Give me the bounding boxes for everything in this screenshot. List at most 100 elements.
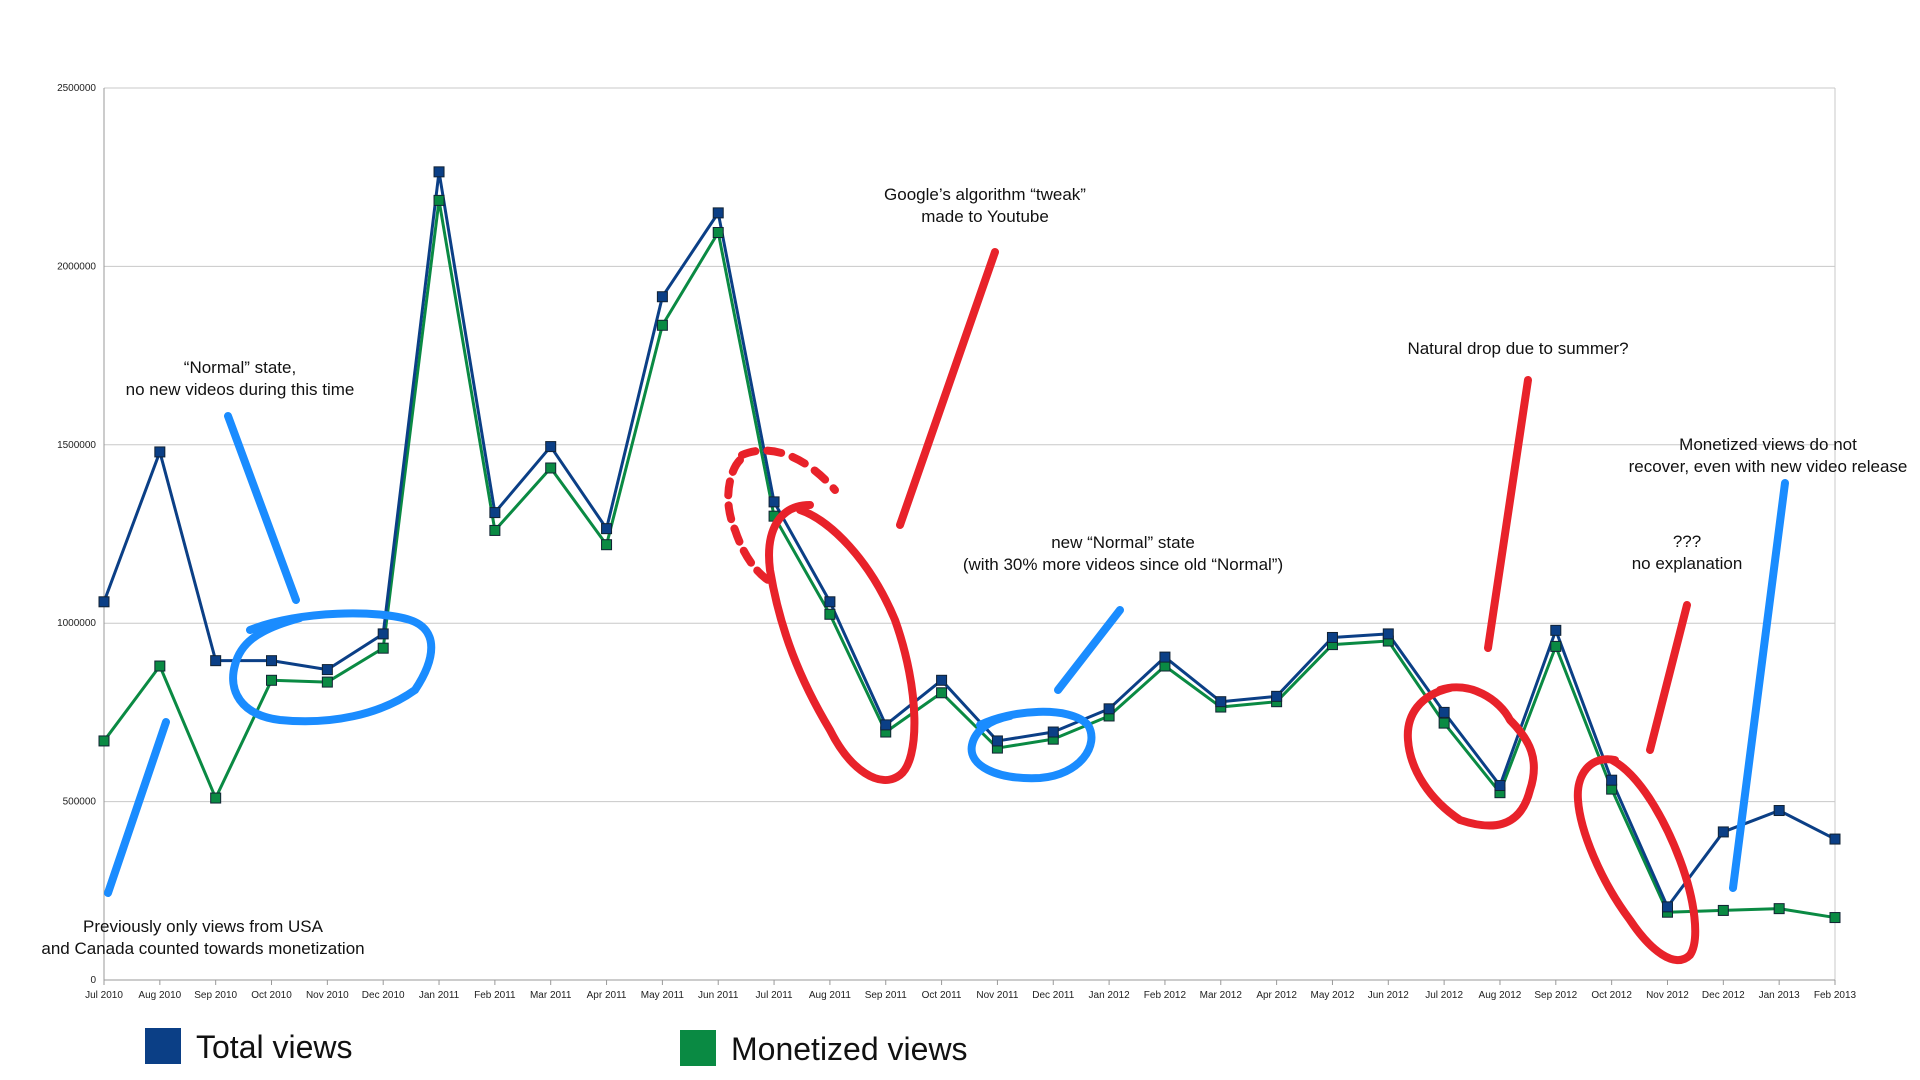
series-layer (98, 166, 1841, 924)
data-point-monetized (1717, 904, 1729, 916)
data-point-total (1717, 826, 1729, 838)
data-point-monetized (489, 524, 501, 536)
x-tick-label: Nov 2011 (976, 990, 1019, 1001)
blue-pointer-normal (224, 412, 300, 604)
annotation-google-tweak: Google’s algorithm “tweak” (884, 185, 1086, 204)
data-point-monetized (936, 687, 948, 699)
data-point-total (489, 507, 501, 519)
x-tick-label: Aug 2012 (1479, 990, 1522, 1001)
x-tick-label: Jul 2010 (85, 990, 123, 1001)
x-tick-label: Jan 2011 (419, 990, 460, 1001)
x-tick-label: Feb 2012 (1144, 990, 1187, 1001)
data-point-total (1661, 901, 1673, 913)
annotations: “Normal” state, no new videos during this… (41, 185, 1907, 958)
annotation-new-normal: (with 30% more videos since old “Normal”… (963, 555, 1283, 574)
red-circle-google-drop (765, 501, 919, 784)
red-dashed-arc-top (738, 446, 839, 494)
data-point-total (1550, 624, 1562, 636)
data-point-total (154, 446, 166, 458)
data-point-total (1773, 805, 1785, 817)
annotation-normal-state: no new videos during this time (126, 380, 355, 399)
x-tick-label: Dec 2010 (362, 990, 405, 1001)
data-point-monetized (377, 642, 389, 654)
data-point-total (1606, 774, 1618, 786)
x-tick-label: Jun 2012 (1368, 990, 1410, 1001)
data-point-monetized (1438, 717, 1450, 729)
data-point-total (1159, 651, 1171, 663)
data-point-monetized (1829, 912, 1841, 924)
legend-label-total: Total views (196, 1029, 353, 1065)
x-tick-label: May 2011 (641, 990, 685, 1001)
red-pointer-summer (1484, 376, 1532, 652)
legend: Total views Monetized views (145, 1028, 968, 1067)
series-line-total (102, 170, 1836, 909)
x-tick-label: Jun 2011 (698, 990, 739, 1001)
data-point-total (1829, 833, 1841, 845)
annotation-monetized-no-recover: recover, even with new video release (1629, 457, 1908, 476)
data-point-total (824, 596, 836, 608)
data-point-total (98, 596, 110, 608)
x-tick-label: Jan 2012 (1089, 990, 1131, 1001)
red-pointer-no-explanation (1646, 601, 1691, 754)
x-tick-label: Jul 2012 (1425, 990, 1463, 1001)
hand-drawn-markup (104, 248, 1789, 964)
annotation-no-explanation: no explanation (1632, 554, 1743, 573)
data-point-total (936, 674, 948, 686)
data-point-total (1103, 703, 1115, 715)
red-circle-summer (1403, 683, 1538, 830)
x-tick-label: Feb 2013 (1814, 990, 1857, 1001)
data-point-total (1382, 628, 1394, 640)
x-tick-label: Oct 2011 (922, 990, 962, 1001)
data-point-monetized (1550, 640, 1562, 652)
blue-pointer-previous (104, 718, 170, 897)
annotation-new-normal: new “Normal” state (1051, 533, 1195, 552)
data-point-monetized (433, 194, 445, 206)
data-point-total (1326, 631, 1338, 643)
data-point-monetized (601, 539, 613, 551)
data-point-monetized (210, 792, 222, 804)
x-tick-label: Oct 2012 (1591, 990, 1632, 1001)
red-dashed-arc (724, 456, 772, 584)
annotation-google-tweak: made to Youtube (921, 207, 1049, 226)
annotation-normal-state: “Normal” state, (184, 358, 296, 377)
red-circle-no-explanation (1573, 755, 1700, 964)
x-tick-label: Apr 2011 (587, 990, 627, 1001)
blue-pointer-monetized (1729, 479, 1789, 892)
data-point-total (1494, 780, 1506, 792)
x-tick-label: Jan 2013 (1759, 990, 1801, 1001)
data-point-monetized (321, 676, 333, 688)
data-point-total (545, 441, 557, 453)
data-point-monetized (656, 319, 668, 331)
annotation-monetized-no-recover: Monetized views do not (1679, 435, 1857, 454)
red-pointer-google (896, 248, 999, 529)
data-point-monetized (98, 735, 110, 747)
data-point-total (1047, 726, 1059, 738)
data-point-total (601, 523, 613, 535)
annotation-no-explanation: ??? (1673, 532, 1701, 551)
x-tick-label: Sep 2011 (865, 990, 908, 1001)
x-tick-label: Feb 2011 (474, 990, 516, 1001)
data-point-monetized (545, 462, 557, 474)
series-line-monetized (102, 198, 1836, 920)
x-tick-label: Nov 2012 (1646, 990, 1689, 1001)
legend-swatch-monetized (680, 1030, 716, 1066)
x-tick-label: Dec 2012 (1702, 990, 1745, 1001)
data-point-total (377, 628, 389, 640)
data-point-total (768, 496, 780, 508)
x-tick-label: Jul 2011 (756, 990, 794, 1001)
legend-label-monetized: Monetized views (731, 1031, 968, 1067)
data-point-total (433, 166, 445, 178)
data-point-total (656, 291, 668, 303)
x-tick-label: Dec 2011 (1032, 990, 1075, 1001)
x-tick-label: Apr 2012 (1256, 990, 1297, 1001)
data-point-monetized (824, 608, 836, 620)
data-point-total (321, 664, 333, 676)
data-point-total (1215, 696, 1227, 708)
annotation-previous-views: Previously only views from USA (83, 917, 324, 936)
data-point-total (880, 719, 892, 731)
x-tick-label: Aug 2010 (138, 990, 181, 1001)
legend-swatch-total (145, 1028, 181, 1064)
axes: 0 500000 1000000 1500000 2000000 2500000 Jul 2… (57, 83, 1856, 1001)
data-point-total (266, 655, 278, 667)
y-tick-label: 0 (90, 975, 96, 986)
